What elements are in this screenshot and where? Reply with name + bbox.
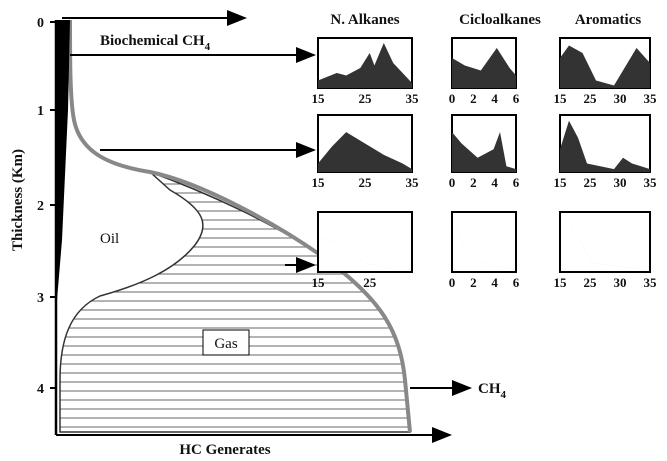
- zone-label: Biochemical CH4: [100, 33, 211, 53]
- y-tick-label: 3: [37, 291, 44, 306]
- axis-label: Thickness (Km): [10, 149, 26, 251]
- panel: [559, 211, 651, 273]
- panel-tick-label: 35: [644, 175, 658, 190]
- generation-curve: [68, 19, 412, 433]
- panel-tick-label: 35: [644, 275, 658, 290]
- panel-profile: [452, 132, 516, 172]
- biochemical-band: [57, 20, 70, 300]
- panel-tick-label: 2: [470, 275, 477, 290]
- panel-tick-label: 0: [449, 275, 456, 290]
- panel-tick-label: 6: [513, 275, 520, 290]
- panel-tick-label: 15: [312, 91, 326, 106]
- panel-tick-label: 35: [406, 175, 420, 190]
- panel-tick-label: 6: [513, 175, 520, 190]
- panel: [451, 211, 517, 273]
- panel-profile: [565, 215, 642, 269]
- panel-tick-label: 15: [554, 91, 568, 106]
- panel-tick-label: 30: [614, 275, 627, 290]
- panel-tick-label: 0: [449, 91, 456, 106]
- panel-tick-label: 4: [491, 175, 498, 190]
- panel-tick-label: 15: [554, 275, 568, 290]
- y-tick-label: 1: [37, 104, 44, 119]
- panel-tick-label: 2: [470, 175, 477, 190]
- panel-profile: [560, 121, 650, 172]
- panel-tick-label: 15: [312, 275, 326, 290]
- panel-tick-label: 2: [470, 91, 477, 106]
- panel-tick-label: 25: [359, 175, 373, 190]
- panel-profile: [452, 218, 510, 269]
- panel-tick-label: 0: [449, 175, 456, 190]
- panel-tick-label: 35: [644, 91, 658, 106]
- panel-tick-label: 4: [491, 275, 498, 290]
- y-tick-label: 0: [37, 16, 44, 31]
- panel-profile: [318, 236, 393, 269]
- column-header: Cicloalkanes: [459, 12, 541, 28]
- panel-profile: [318, 43, 412, 88]
- panel-tick-label: 25: [584, 175, 598, 190]
- zone-label: Oil: [100, 231, 119, 247]
- zone-label: CH4: [478, 381, 507, 401]
- panel-tick-label: 25: [584, 275, 598, 290]
- panel-profile: [560, 46, 650, 89]
- panel-tick-label: 25: [363, 275, 377, 290]
- y-tick-label: 4: [37, 382, 44, 397]
- column-header: N. Alkanes: [330, 12, 399, 28]
- axis-label: HC Generates: [179, 442, 270, 458]
- panel-tick-label: 6: [513, 91, 520, 106]
- panel-tick-label: 25: [584, 91, 598, 106]
- panel-tick-label: 30: [614, 175, 627, 190]
- zone-label: Gas: [214, 336, 237, 352]
- panel-tick-label: 25: [359, 91, 373, 106]
- panel-profile: [318, 132, 412, 172]
- panel-tick-label: 15: [554, 175, 568, 190]
- panel-profile: [452, 48, 516, 88]
- panel-tick-label: 15: [312, 175, 326, 190]
- panel: [317, 211, 413, 273]
- gas-box: [202, 329, 250, 356]
- panel-tick-label: 4: [491, 91, 498, 106]
- panel-tick-label: 30: [614, 91, 627, 106]
- panel-tick-label: 35: [406, 91, 420, 106]
- y-tick-label: 2: [37, 199, 44, 214]
- column-header: Aromatics: [575, 12, 642, 28]
